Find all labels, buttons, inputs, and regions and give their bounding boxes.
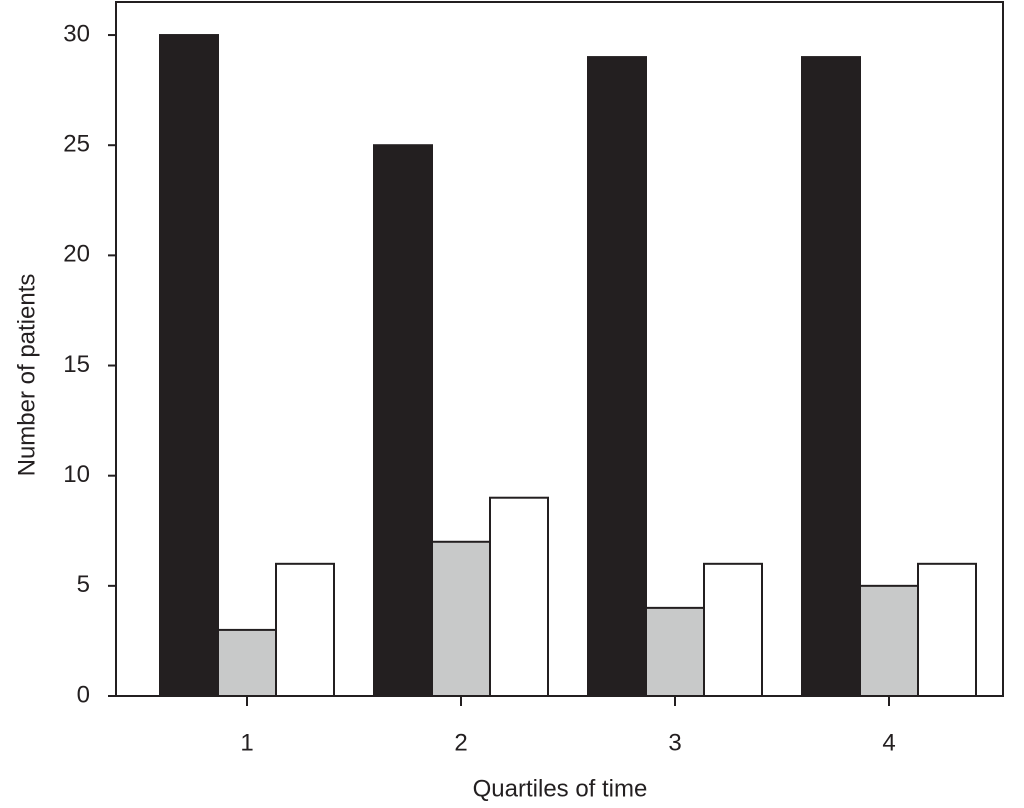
x-axis-label: Quartiles of time [473,775,648,802]
bar [801,56,861,698]
bar [275,562,335,697]
x-tick-label: 1 [240,729,253,756]
y-tick-label: 15 [63,351,90,378]
y-tick-label: 5 [77,571,90,598]
bar [587,56,647,698]
y-axis-label: Number of patients [13,274,40,477]
y-tick-label: 10 [63,461,90,488]
y-tick-label: 20 [63,241,90,268]
bar [859,584,919,697]
x-tick-label: 4 [882,729,895,756]
bar [917,562,977,697]
y-tick-label: 0 [77,681,90,708]
y-tick-label: 25 [63,131,90,158]
x-tick-label: 3 [668,729,681,756]
bar [431,540,491,697]
x-tick-label: 2 [454,729,467,756]
plot-frame [115,1,1004,697]
bar [703,562,763,697]
bar [217,628,277,698]
y-tick-label: 30 [63,20,90,47]
bar [645,606,705,697]
bar [159,34,219,698]
bar [373,144,433,697]
bar [489,496,549,698]
